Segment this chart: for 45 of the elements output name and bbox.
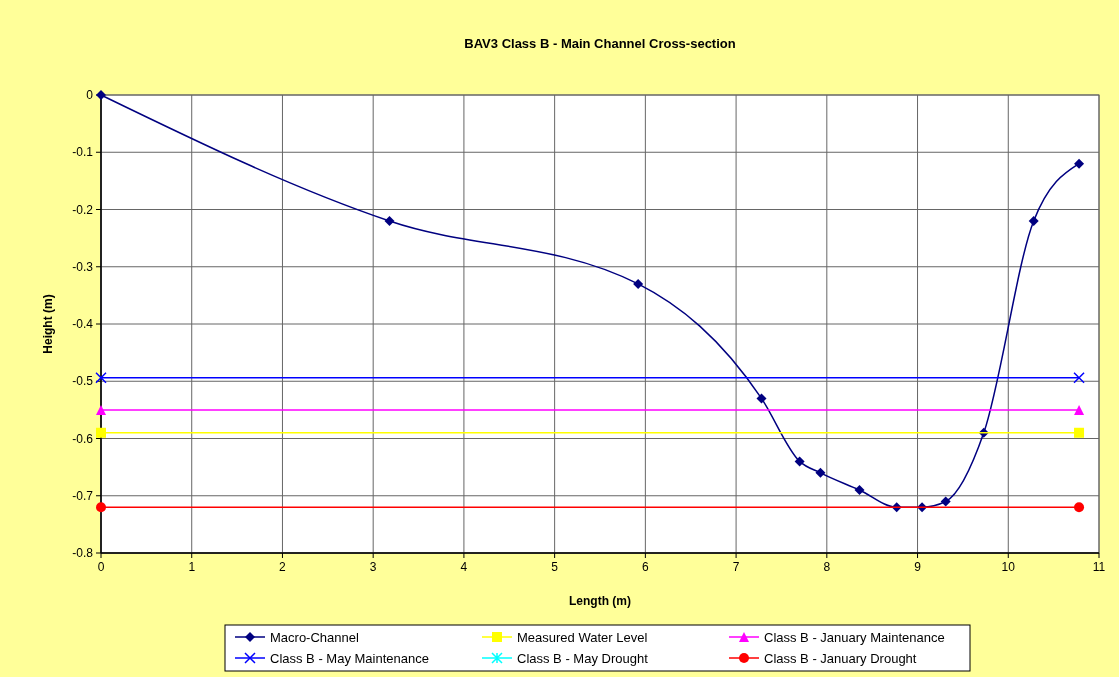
point — [1074, 158, 1085, 169]
point — [815, 467, 826, 478]
y-tick-label: 0 — [86, 88, 94, 102]
x-tick-label: 8 — [823, 560, 831, 574]
y-tick-label: -0.5 — [72, 374, 94, 389]
point — [1073, 372, 1085, 384]
point — [633, 278, 644, 289]
legend-label: Measured Water Level — [517, 630, 648, 645]
x-tick-label: 7 — [732, 560, 740, 574]
x-tick-label: 3 — [369, 560, 377, 574]
point — [96, 502, 106, 513]
x-tick-label: 10 — [1001, 560, 1016, 574]
y-tick-label: -0.2 — [72, 202, 94, 217]
x-tick-label: 0 — [97, 560, 105, 574]
y-tick-label: -0.6 — [72, 431, 94, 446]
x-tick-label: 6 — [642, 560, 650, 574]
point — [794, 456, 805, 467]
y-axis-title: Height (m) — [41, 294, 55, 354]
point — [940, 496, 951, 507]
y-tick-label: -0.7 — [72, 488, 94, 503]
x-tick-label: 11 — [1092, 560, 1106, 574]
legend-label: Class B - January Drought — [764, 651, 917, 666]
point — [95, 372, 107, 384]
point — [1074, 502, 1085, 513]
point — [96, 427, 106, 438]
x-tick-label: 9 — [914, 560, 922, 574]
point — [854, 485, 865, 496]
point — [756, 393, 767, 404]
legend-label: Class B - May Drought — [517, 651, 649, 666]
point — [384, 215, 395, 226]
legend-label: Class B - May Maintenance — [270, 651, 429, 666]
chart-title: BAV3 Class B - Main Channel Cross-section — [464, 36, 736, 51]
y-tick-label: -0.3 — [72, 259, 94, 274]
x-tick-label: 1 — [188, 560, 196, 574]
point — [1074, 427, 1085, 438]
y-tick-label: -0.8 — [72, 546, 94, 560]
y-tick-label: -0.4 — [72, 317, 94, 331]
x-tick-label: 5 — [551, 560, 559, 574]
point — [1028, 215, 1039, 226]
legend-label: Class B - January Maintenance — [764, 630, 945, 645]
x-axis-title: Length (m) — [569, 594, 631, 608]
legend-label: Macro-Channel — [270, 630, 359, 645]
y-tick-label: -0.1 — [72, 145, 94, 160]
x-tick-label: 4 — [460, 560, 468, 574]
x-tick-label: 2 — [279, 560, 287, 574]
